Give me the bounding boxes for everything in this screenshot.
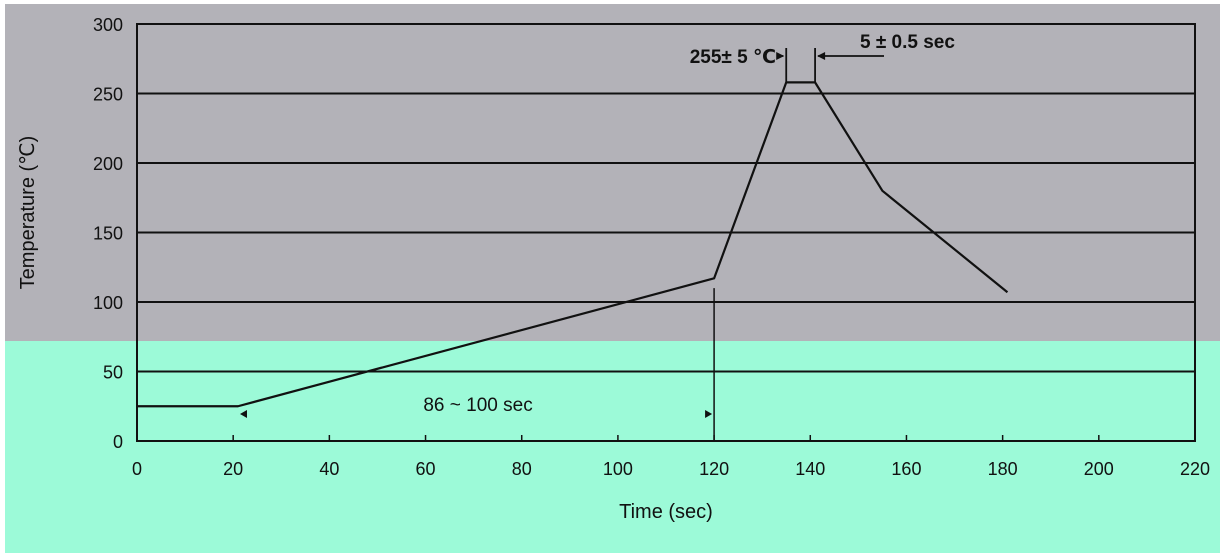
peak-temperature-annotation: 255± 5 ℃ bbox=[690, 47, 776, 68]
preheat-left-arrowhead bbox=[239, 410, 247, 418]
x-tick-label: 160 bbox=[891, 459, 921, 479]
x-tick-label: 0 bbox=[132, 459, 142, 479]
upper-band bbox=[5, 4, 1220, 341]
y-tick-label: 100 bbox=[93, 293, 123, 313]
preheat-duration-annotation: 86 ~ 100 sec bbox=[423, 395, 532, 416]
x-tick-label: 60 bbox=[416, 459, 436, 479]
x-tick-label: 140 bbox=[795, 459, 825, 479]
plot-frame bbox=[136, 23, 1196, 442]
x-tick-label: 20 bbox=[223, 459, 243, 479]
x-tick-label: 120 bbox=[699, 459, 729, 479]
peak-dur-arrowhead bbox=[817, 52, 826, 60]
x-tick-label: 200 bbox=[1084, 459, 1114, 479]
y-tick-label: 50 bbox=[103, 363, 123, 383]
y-tick-label: 150 bbox=[93, 224, 123, 244]
x-tick-label: 100 bbox=[603, 459, 633, 479]
x-tick-label: 40 bbox=[319, 459, 339, 479]
x-tick-label: 80 bbox=[512, 459, 532, 479]
y-tick-label: 200 bbox=[93, 154, 123, 174]
y-tick-label: 0 bbox=[113, 432, 123, 452]
lower-band bbox=[5, 341, 1220, 553]
x-axis-label: Time (sec) bbox=[619, 501, 713, 523]
peak-duration-annotation: 5 ± 0.5 sec bbox=[860, 32, 955, 53]
x-tick-label: 180 bbox=[988, 459, 1018, 479]
y-tick-label: 300 bbox=[93, 15, 123, 35]
preheat-right-arrowhead bbox=[705, 410, 713, 418]
peak-temp-arrowhead bbox=[776, 52, 785, 60]
y-tick-label: 250 bbox=[93, 85, 123, 105]
y-axis-label: Temperature (℃) bbox=[17, 136, 39, 290]
x-tick-label: 220 bbox=[1180, 459, 1210, 479]
